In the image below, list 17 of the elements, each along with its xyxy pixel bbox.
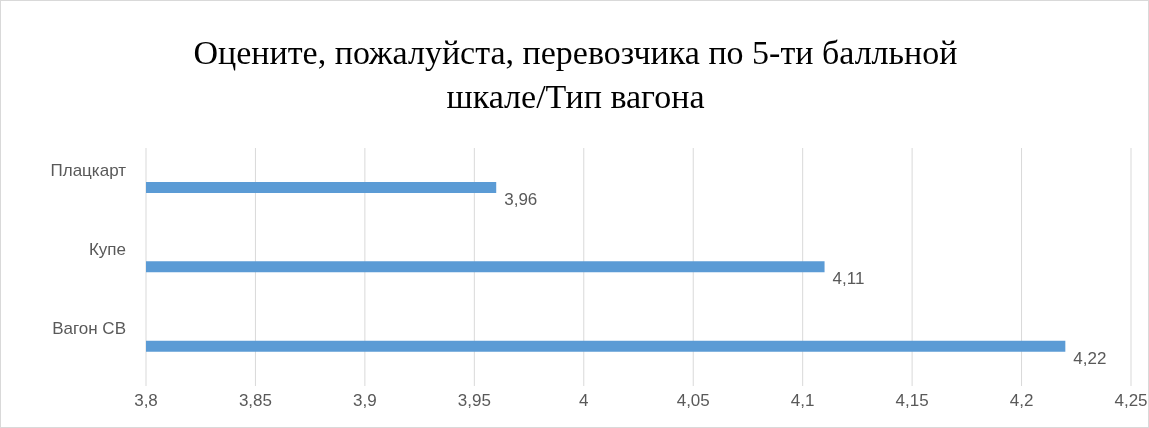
y-tick-label: Плацкарт (50, 160, 127, 180)
x-tick-label: 4 (579, 391, 589, 411)
data-label: 4,22 (1073, 348, 1107, 368)
x-tick-label: 4,05 (676, 391, 710, 411)
x-tick-label: 4,1 (790, 391, 815, 411)
data-label: 4,11 (832, 269, 865, 289)
x-tick-label: 3,85 (238, 391, 272, 411)
x-tick-label: 4,15 (895, 391, 929, 411)
x-tick-label: 3,95 (457, 391, 491, 411)
y-tick-label: Купе (88, 240, 126, 259)
x-tick-label: 3,9 (353, 391, 377, 411)
y-tick-label: Вагон СВ (52, 319, 126, 339)
x-tick-label: 4,2 (1009, 391, 1034, 411)
chart-title: Оцените, пожалуйста, перевозчика по 5-ти балльной шкале/Тип вагона (192, 33, 959, 117)
x-tick-label: 4,25 (1114, 391, 1148, 411)
data-label: 3,96 (504, 190, 538, 209)
x-tick-label: 3,8 (134, 391, 158, 411)
